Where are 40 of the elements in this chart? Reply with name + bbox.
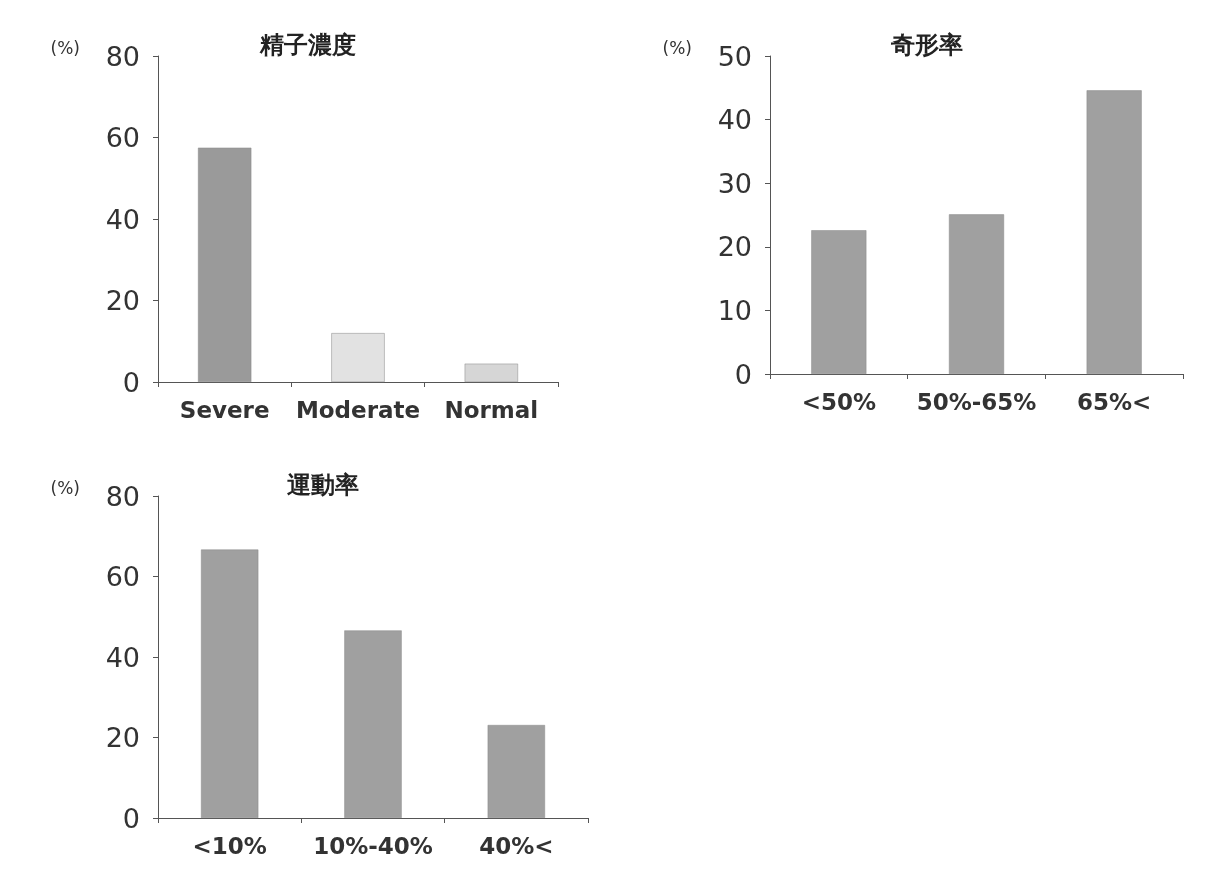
bar [464,363,518,382]
y-tick-label: 80 [105,480,140,512]
x-tick-label: <50% [801,388,876,415]
y-axis-title: (%) [50,37,80,58]
y-tick-label: 50 [717,40,752,72]
y-tick-label: 40 [105,641,140,673]
y-axis-title: (%) [50,477,80,498]
bar [948,214,1005,374]
bar [1086,90,1142,374]
chart-title: 奇形率 [889,31,963,59]
y-axis-title: (%) [662,37,692,58]
y-tick-label: 20 [717,231,752,263]
y-tick-label: 40 [105,203,140,235]
y-tick-label: 20 [105,722,140,753]
y-tick-label: 0 [734,358,752,390]
y-tick-label: 20 [105,285,140,316]
y-tick-label: 0 [122,802,140,834]
bar [811,230,867,374]
bar [344,630,402,818]
y-tick-label: 80 [105,40,140,72]
x-tick-label: Normal [444,396,539,423]
x-tick-label: 50%-65% [916,388,1037,415]
y-tick-label: 10 [717,294,752,326]
y-tick-label: 0 [122,366,140,398]
bar [331,333,385,382]
x-tick-label: Moderate [295,396,421,423]
x-tick-label: <10% [192,832,267,859]
x-tick-label: Severe [179,396,270,423]
bar [487,725,545,818]
bar [201,549,259,818]
y-tick-label: 60 [105,122,140,153]
chart-title: 運動率 [287,471,359,499]
chart-title: 精子濃度 [259,31,356,59]
x-tick-label: 65%< [1077,388,1152,415]
y-tick-label: 60 [105,561,140,592]
x-tick-label: 10%-40% [313,832,433,859]
bar [198,147,252,382]
x-tick-label: 40%< [479,832,554,859]
y-tick-label: 40 [717,104,752,136]
y-tick-label: 30 [717,167,752,199]
